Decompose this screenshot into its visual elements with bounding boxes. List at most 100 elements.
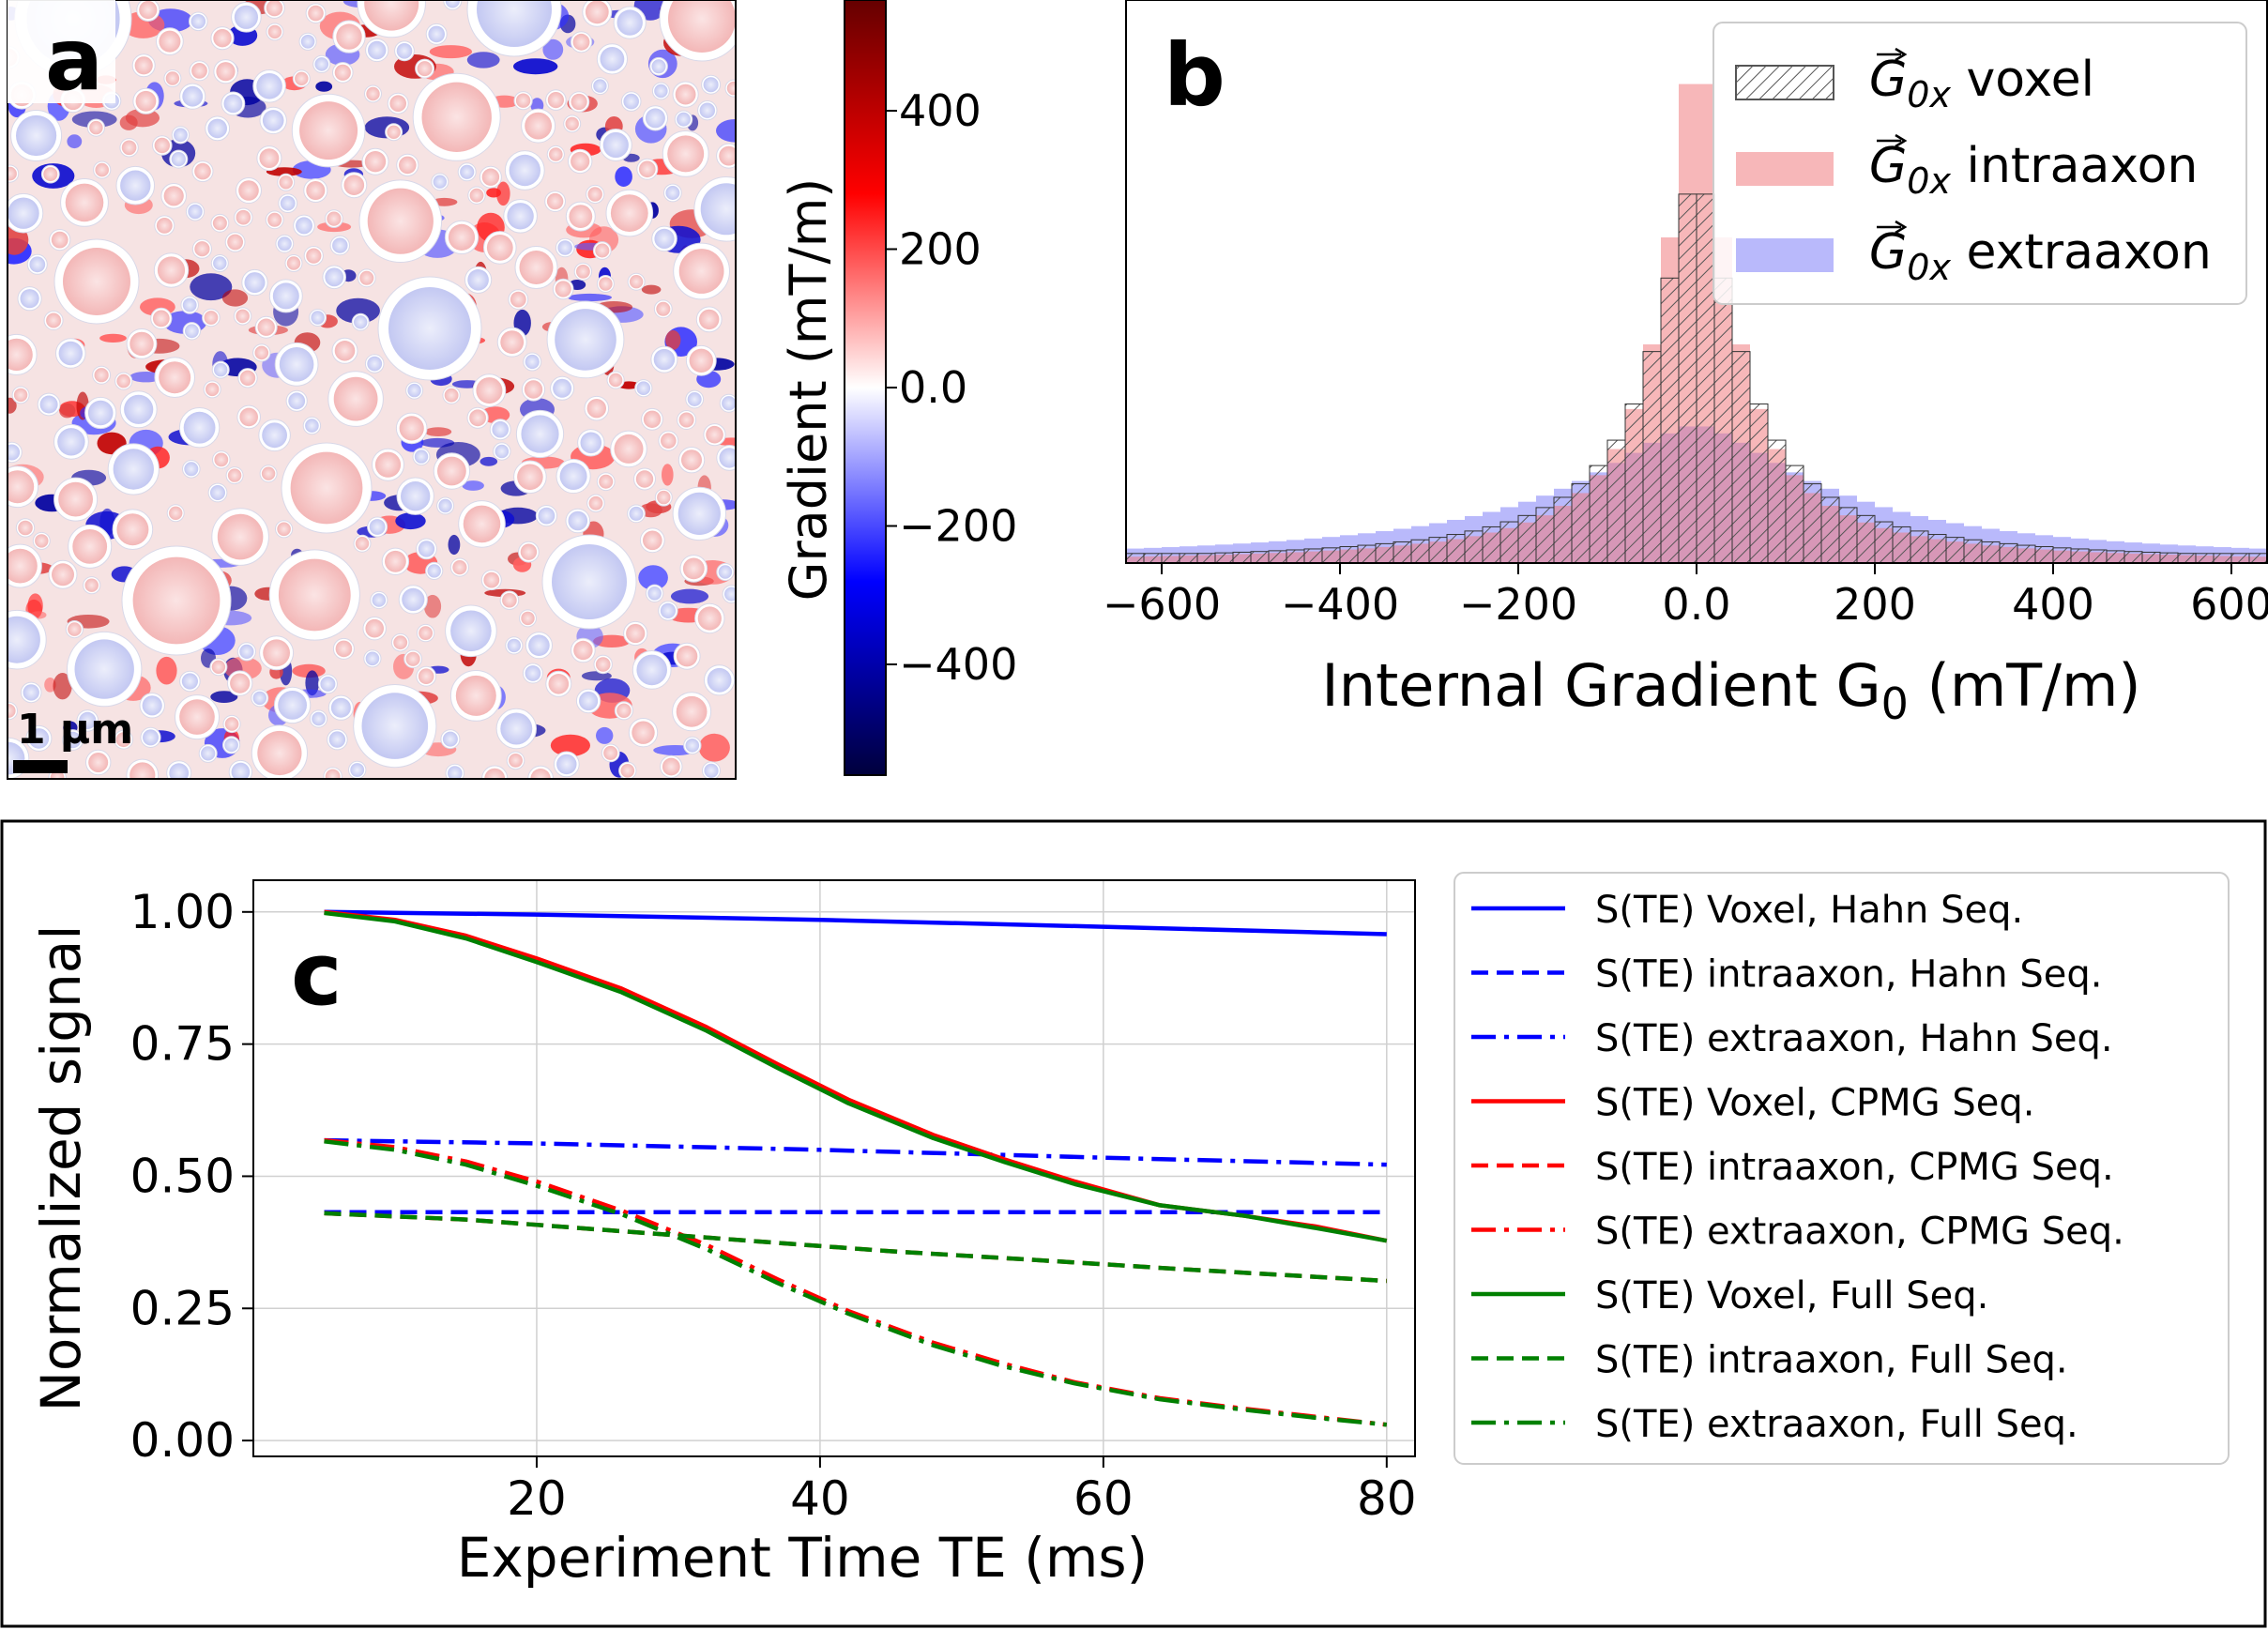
axon-cell — [672, 81, 699, 108]
axon-cell — [632, 650, 672, 690]
axon-cell — [210, 213, 230, 233]
panel-c-border — [0, 819, 2267, 1628]
hist-bar — [1999, 542, 2018, 563]
axon-cell — [556, 458, 591, 495]
axon-cell — [390, 632, 410, 652]
legend-label-5: S(TE) extraaxon, CPMG Seq. — [1595, 1211, 2124, 1254]
gradient-blob — [665, 329, 681, 350]
axon-cell — [209, 658, 228, 677]
axon-cell — [67, 631, 143, 708]
axon-cell — [628, 718, 659, 748]
hist-bar — [2106, 550, 2125, 563]
axon-cell — [601, 743, 620, 763]
axon-cell — [639, 527, 665, 554]
hist-bar — [1553, 496, 1573, 563]
hist-bar — [1143, 553, 1163, 563]
axon-cell — [716, 143, 736, 169]
axon-cell — [372, 448, 404, 481]
axon-cell — [702, 761, 721, 779]
axon-cell — [351, 312, 370, 331]
hist-bar — [1250, 551, 1270, 563]
letter-a-box — [8, 0, 115, 103]
hist-bar — [1571, 483, 1591, 563]
axon-cell — [119, 390, 158, 429]
axon-cell — [685, 389, 705, 409]
axon-cell — [211, 360, 230, 379]
axon-cell — [166, 504, 185, 523]
axon-cell — [703, 423, 726, 447]
axon-cell — [627, 272, 646, 291]
axon-cell — [535, 505, 558, 527]
hist-tick-label: 200 — [1834, 579, 1916, 630]
axon-cell — [596, 472, 616, 492]
axon-cell — [363, 649, 382, 668]
axon-cell — [553, 751, 580, 778]
axon-cell — [663, 183, 682, 203]
hist-bar — [1713, 277, 1733, 563]
series-line-8 — [324, 1139, 1388, 1427]
axon-cell — [265, 210, 284, 230]
axon-cell — [636, 158, 659, 180]
gradient-blob — [305, 670, 320, 696]
axon-cell — [15, 518, 36, 538]
axon-cell — [385, 123, 403, 142]
hist-bar — [1339, 546, 1359, 563]
axon-cell — [357, 0, 426, 38]
gradient-blob — [567, 293, 612, 302]
series-line-6 — [324, 910, 1388, 1243]
gradient-blob — [129, 372, 162, 383]
axon-cell — [641, 407, 663, 431]
axon-cell — [586, 494, 605, 513]
hist-bar — [1499, 521, 1519, 563]
gradient-blob — [486, 188, 501, 198]
axon-cell — [180, 296, 199, 314]
hist-bar — [2159, 552, 2179, 563]
axon-cell — [701, 74, 722, 95]
hist-tick-label: 600 — [2190, 579, 2268, 630]
hist-tick-label: −600 — [1103, 579, 1221, 630]
axon-cell — [506, 751, 525, 770]
line-plot-series — [324, 909, 1388, 1427]
axon-cell — [634, 379, 653, 398]
axon-cell — [546, 300, 625, 379]
axon-cell — [20, 681, 42, 704]
hist-bar — [2195, 553, 2215, 563]
gradient-blob — [716, 119, 736, 143]
legend-label-voxel: G0x voxel — [1869, 52, 2094, 115]
axon-cell — [182, 322, 202, 341]
axon-cell — [252, 343, 271, 362]
series-line-0 — [324, 909, 1387, 937]
axon-cell — [433, 452, 471, 490]
axon-cell — [442, 386, 461, 404]
axon-cell — [592, 241, 612, 260]
axon-cell — [353, 684, 437, 769]
gradient-blob — [429, 45, 473, 59]
axon-cell — [251, 724, 308, 779]
axon-cell — [458, 500, 506, 548]
axon-cell — [586, 184, 605, 205]
axon-cell — [8, 192, 44, 234]
gradient-blob — [336, 297, 380, 324]
axon-cell — [293, 214, 315, 237]
legend-label-extraaxon: G0x extraaxon — [1869, 224, 2212, 288]
hist-bar — [1517, 514, 1537, 563]
hist-bar — [1357, 544, 1377, 563]
axon-cell — [425, 561, 444, 581]
axon-cell — [654, 488, 673, 507]
hist-bar — [1464, 530, 1484, 563]
gradient-blob — [479, 456, 498, 466]
axon-cell — [198, 743, 218, 763]
gradient-blob — [99, 333, 127, 343]
axon-cell — [577, 429, 605, 457]
axon-cell — [119, 138, 139, 158]
axon-cell — [716, 562, 735, 582]
axon-cell — [131, 53, 156, 78]
gradient-blob — [266, 167, 302, 176]
axon-cell — [508, 289, 529, 311]
axon-cell — [153, 252, 190, 288]
hist-bar — [1286, 549, 1305, 563]
gradient-blob — [466, 52, 500, 69]
hist-bar — [2034, 546, 2054, 563]
hist-bar — [1892, 526, 1911, 563]
